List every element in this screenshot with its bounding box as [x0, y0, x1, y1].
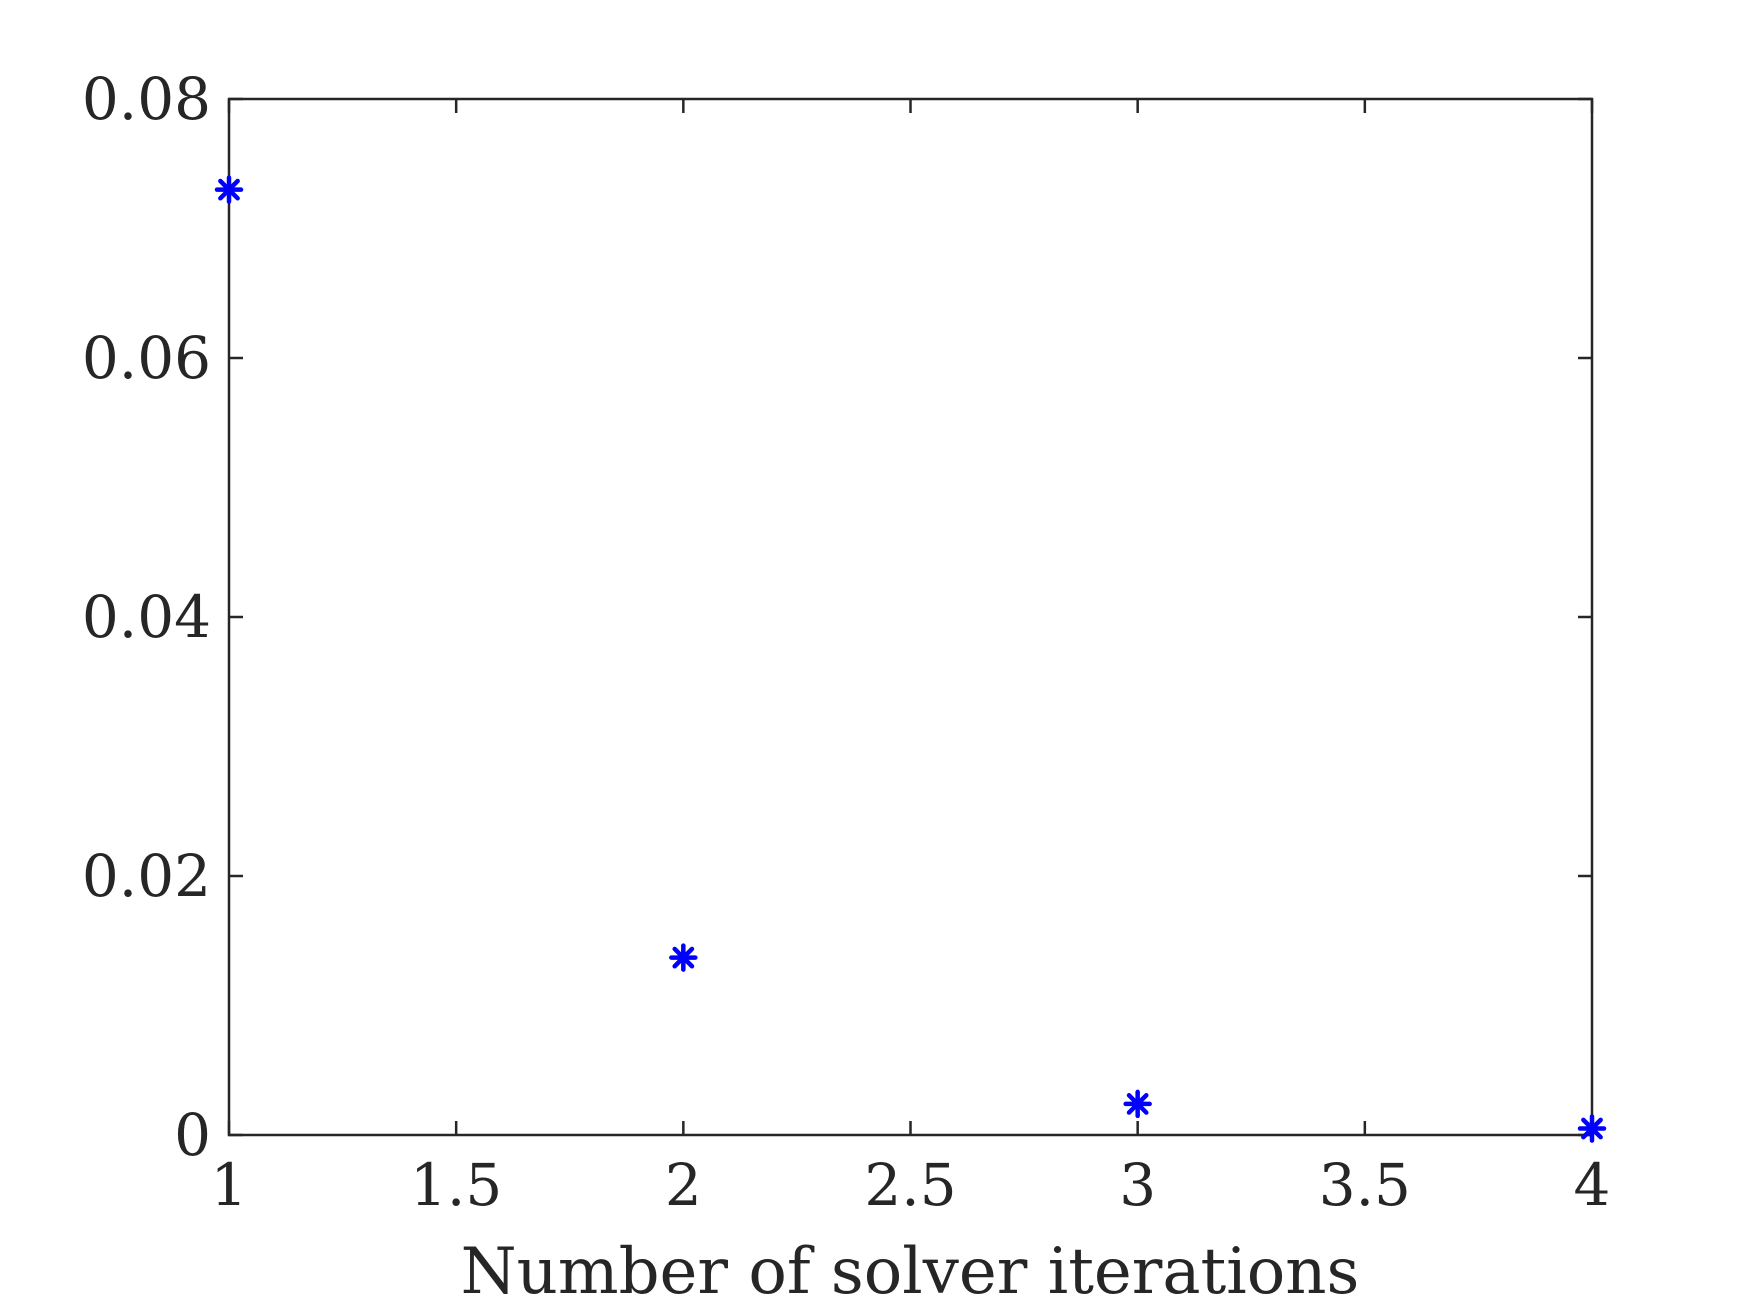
axes-box	[227, 97, 1594, 1137]
x-tick-label: 2.5	[864, 1151, 956, 1219]
y-tick-label: 0.04	[82, 583, 211, 651]
data-point	[1577, 1114, 1607, 1143]
x-tick-label: 3	[1119, 1151, 1156, 1219]
y-tick-label: 0.06	[82, 324, 211, 392]
y-tick-label: 0.02	[82, 842, 211, 910]
x-tick-label: 4	[1574, 1151, 1611, 1219]
y-tick-label: 0.08	[82, 65, 211, 133]
y-tick-labels: 0 0.02 0.04 0.06 0.08	[82, 65, 211, 1169]
x-tick-label: 2	[665, 1151, 702, 1219]
tick-marks	[227, 97, 1594, 1137]
x-tick-label: 1	[211, 1151, 248, 1219]
x-tick-label: 3.5	[1319, 1151, 1411, 1219]
x-axis-label: Number of solver iterations	[461, 1235, 1360, 1309]
data-point	[1123, 1089, 1152, 1119]
data-point	[214, 175, 244, 204]
data-point	[669, 943, 698, 972]
y-tick-label: 0	[174, 1101, 211, 1169]
x-tick-label: 1.5	[410, 1151, 502, 1219]
x-tick-labels: 1 1.5 2 2.5 3 3.5 4	[211, 1151, 1611, 1219]
data-markers	[214, 175, 1607, 1143]
